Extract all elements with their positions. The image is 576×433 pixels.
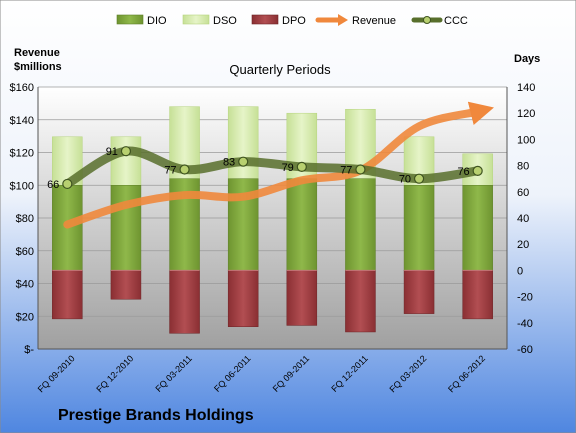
y-left-tick-label: $100 <box>10 180 34 192</box>
ccc-marker <box>62 178 73 190</box>
y-left-tick-label: $120 <box>10 148 34 160</box>
legend-swatch-dso <box>182 14 210 25</box>
y-left-tick-label: $140 <box>10 115 34 127</box>
y-left-tick-label: $160 <box>10 82 34 94</box>
ccc-marker <box>238 156 249 167</box>
dpo-bar <box>110 270 142 300</box>
y-right-label: Days <box>514 53 540 65</box>
line-series: 66 91 77 83 79 77 70 76 <box>47 101 494 229</box>
dio-bar <box>345 178 376 271</box>
ccc-data-label: 91 <box>106 146 118 158</box>
y-left-tick-label: $40 <box>16 279 34 291</box>
dio-bar <box>286 178 318 271</box>
y-right-tick-label: -20 <box>517 292 533 304</box>
y-right-tick-label: 80 <box>517 161 529 173</box>
ccc-data-label: 76 <box>457 166 469 178</box>
legend-arrow-head <box>338 14 348 26</box>
legend-marker-ccc <box>423 16 431 24</box>
y-right-tick-label: 40 <box>517 213 529 225</box>
ccc-data-label: 79 <box>282 162 294 174</box>
y-right-tick-label: 60 <box>517 187 529 199</box>
y-right-tick-label: 0 <box>517 265 523 277</box>
y-right-tick-label: -40 <box>517 318 533 330</box>
y-right-tick-label: 20 <box>517 239 529 251</box>
ccc-marker <box>179 164 190 175</box>
company-name: Prestige Brands Holdings <box>58 407 254 424</box>
legend-label-dio: DIO <box>147 15 167 27</box>
ccc-marker <box>296 161 307 173</box>
ccc-marker <box>120 146 132 157</box>
ccc-marker <box>413 173 425 184</box>
ccc-data-label: 83 <box>223 157 235 169</box>
dpo-bar <box>403 270 435 314</box>
y-left-tick-label: $20 <box>16 311 34 323</box>
dio-bar <box>110 185 142 271</box>
y-right-tick-label: 100 <box>517 134 535 146</box>
legend-label-revenue: Revenue <box>352 15 396 27</box>
chart-title: Quarterly Periods <box>229 62 331 77</box>
dpo-bar <box>345 270 376 333</box>
legend-label-dpo: DPO <box>282 15 306 27</box>
dpo-bar <box>169 270 200 334</box>
dio-bar <box>403 185 435 271</box>
dpo-bar <box>286 270 318 326</box>
y-left-label-line1: Revenue <box>14 47 60 59</box>
legend-swatch-dio <box>116 14 144 25</box>
dpo-bar <box>52 270 83 320</box>
y-left-tick-label: $80 <box>16 213 34 225</box>
y-left-tick-label: $60 <box>16 246 34 258</box>
y-right-tick-label: 140 <box>517 82 535 94</box>
ccc-marker <box>472 165 483 176</box>
ccc-data-label: 66 <box>47 179 59 191</box>
ccc-data-label: 77 <box>340 165 352 177</box>
dso-bar <box>110 136 142 186</box>
y-right-tick-label: -60 <box>517 344 533 356</box>
dpo-bar <box>462 270 493 320</box>
dpo-bar <box>227 270 259 327</box>
y-left-tick-label: $- <box>24 344 34 356</box>
y-left-label-line2: $millions <box>14 61 62 73</box>
ccc-marker <box>355 164 366 175</box>
y-right-tick-label: 120 <box>517 108 535 120</box>
dio-bar <box>462 185 493 271</box>
legend-label-ccc: CCC <box>444 15 468 27</box>
legend-label-dso: DSO <box>213 15 237 27</box>
legend-swatch-dpo <box>251 14 279 25</box>
ccc-data-label: 70 <box>399 174 411 186</box>
revenue-line <box>63 101 494 229</box>
ccc-data-label: 77 <box>164 165 176 177</box>
legend: DIO DSO DPO Revenue CCC <box>116 14 468 27</box>
